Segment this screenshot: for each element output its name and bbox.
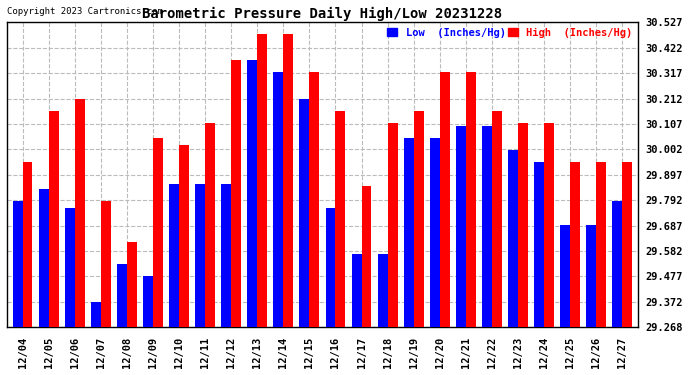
Bar: [117, 264, 127, 327]
Bar: [231, 60, 241, 327]
Bar: [221, 184, 231, 327]
Bar: [65, 208, 75, 327]
Bar: [299, 99, 309, 327]
Text: Copyright 2023 Cartronics.com: Copyright 2023 Cartronics.com: [7, 7, 163, 16]
Bar: [247, 60, 257, 327]
Bar: [91, 302, 101, 327]
Bar: [482, 126, 492, 327]
Bar: [205, 123, 215, 327]
Bar: [414, 111, 424, 327]
Bar: [440, 72, 450, 327]
Bar: [195, 184, 205, 327]
Bar: [153, 138, 163, 327]
Bar: [12, 201, 23, 327]
Bar: [352, 254, 362, 327]
Bar: [143, 276, 153, 327]
Bar: [49, 111, 59, 327]
Bar: [560, 225, 570, 327]
Bar: [75, 99, 85, 327]
Bar: [534, 162, 544, 327]
Bar: [430, 138, 440, 327]
Bar: [362, 186, 371, 327]
Bar: [309, 72, 319, 327]
Bar: [284, 34, 293, 327]
Bar: [570, 162, 580, 327]
Bar: [39, 189, 49, 327]
Bar: [127, 242, 137, 327]
Bar: [612, 201, 622, 327]
Bar: [544, 123, 554, 327]
Bar: [169, 184, 179, 327]
Bar: [404, 138, 414, 327]
Bar: [508, 150, 518, 327]
Bar: [335, 111, 346, 327]
Bar: [101, 201, 110, 327]
Bar: [622, 162, 632, 327]
Bar: [257, 34, 267, 327]
Bar: [466, 72, 475, 327]
Bar: [388, 123, 397, 327]
Bar: [492, 111, 502, 327]
Bar: [518, 123, 528, 327]
Bar: [179, 145, 189, 327]
Legend: Low  (Inches/Hg), High  (Inches/Hg): Low (Inches/Hg), High (Inches/Hg): [387, 27, 633, 38]
Bar: [326, 208, 335, 327]
Bar: [377, 254, 388, 327]
Bar: [23, 162, 32, 327]
Bar: [273, 72, 284, 327]
Bar: [596, 162, 606, 327]
Bar: [456, 126, 466, 327]
Bar: [586, 225, 596, 327]
Title: Barometric Pressure Daily High/Low 20231228: Barometric Pressure Daily High/Low 20231…: [142, 7, 502, 21]
